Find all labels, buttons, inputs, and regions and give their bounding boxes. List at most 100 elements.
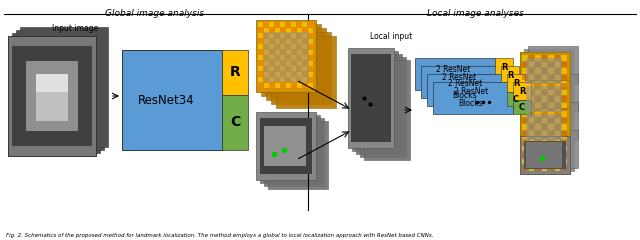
Bar xyxy=(524,141,566,169)
Text: Blocks: Blocks xyxy=(452,90,477,100)
Bar xyxy=(285,83,291,88)
Bar xyxy=(291,77,296,82)
Bar xyxy=(561,118,566,123)
Bar xyxy=(554,118,560,123)
Bar xyxy=(561,83,566,89)
Bar xyxy=(541,145,547,151)
Bar xyxy=(307,44,312,49)
Bar xyxy=(524,77,574,115)
Bar xyxy=(261,24,321,96)
Bar xyxy=(280,28,285,32)
Bar xyxy=(364,60,410,160)
Bar xyxy=(296,22,301,27)
Text: R: R xyxy=(519,86,525,96)
Bar xyxy=(541,83,547,89)
Bar xyxy=(269,83,274,88)
Text: R: R xyxy=(507,71,513,79)
Bar xyxy=(302,38,307,43)
Bar xyxy=(522,139,527,144)
Bar xyxy=(541,158,547,164)
Bar xyxy=(258,38,263,43)
Bar xyxy=(554,90,560,95)
Bar xyxy=(302,49,307,54)
Bar xyxy=(554,165,560,170)
Bar xyxy=(280,72,285,77)
Bar xyxy=(285,60,291,66)
Bar xyxy=(548,90,554,95)
Bar xyxy=(264,33,269,38)
Bar xyxy=(302,72,307,77)
Bar xyxy=(522,165,527,170)
Bar xyxy=(561,74,566,80)
Bar xyxy=(541,90,547,95)
Text: Blocks: Blocks xyxy=(459,98,483,108)
Bar xyxy=(541,111,547,116)
Bar xyxy=(280,77,285,82)
Bar xyxy=(554,124,560,130)
Bar xyxy=(535,158,541,164)
Bar xyxy=(529,109,534,114)
Bar xyxy=(535,81,541,86)
Bar xyxy=(296,49,301,54)
Bar xyxy=(285,72,291,77)
Bar xyxy=(268,121,328,189)
Bar xyxy=(522,145,527,151)
Bar xyxy=(275,22,280,27)
Bar xyxy=(529,81,534,86)
Text: ResNet34: ResNet34 xyxy=(138,94,195,107)
Bar xyxy=(522,74,527,80)
Text: 2 ResNet: 2 ResNet xyxy=(442,73,476,83)
Bar xyxy=(554,81,560,86)
Bar xyxy=(275,49,280,54)
Bar xyxy=(535,96,541,102)
Bar xyxy=(12,46,92,146)
Bar xyxy=(296,28,301,32)
Bar xyxy=(264,72,269,77)
Bar xyxy=(548,165,554,170)
Bar xyxy=(561,90,566,95)
Bar xyxy=(264,83,269,88)
Bar xyxy=(548,68,554,73)
Bar xyxy=(360,57,406,157)
Bar xyxy=(307,22,312,27)
Bar xyxy=(296,60,301,66)
Text: C: C xyxy=(519,102,525,112)
Bar xyxy=(307,33,312,38)
Bar xyxy=(561,145,566,151)
Bar xyxy=(291,83,296,88)
Bar xyxy=(264,32,309,82)
Bar xyxy=(264,118,324,186)
Text: 2 ResNet: 2 ResNet xyxy=(448,78,482,88)
Bar xyxy=(529,152,534,157)
Bar xyxy=(541,74,547,80)
Bar xyxy=(541,124,547,130)
Bar xyxy=(280,49,285,54)
Bar xyxy=(529,131,534,136)
Bar xyxy=(524,133,574,171)
Bar xyxy=(302,28,307,32)
Bar xyxy=(535,109,541,114)
Bar xyxy=(548,145,554,151)
Bar xyxy=(269,55,274,60)
Bar xyxy=(548,139,554,144)
Bar xyxy=(307,55,312,60)
Bar xyxy=(302,22,307,27)
Text: Fig. 2. Schematics of the proposed method for landmark localization. The method : Fig. 2. Schematics of the proposed metho… xyxy=(6,233,434,238)
Bar xyxy=(541,139,547,144)
Bar xyxy=(526,114,562,140)
Bar xyxy=(513,100,531,114)
Bar xyxy=(275,44,280,49)
Bar xyxy=(548,61,554,67)
Bar xyxy=(302,77,307,82)
Bar xyxy=(266,28,326,100)
Bar xyxy=(522,68,527,73)
Bar xyxy=(554,158,560,164)
Bar xyxy=(285,22,291,27)
Bar xyxy=(554,137,560,143)
Text: R: R xyxy=(230,65,241,79)
Bar xyxy=(427,74,507,106)
Bar xyxy=(307,28,312,32)
Bar xyxy=(561,96,566,102)
Bar xyxy=(535,139,541,144)
Bar xyxy=(522,81,527,86)
